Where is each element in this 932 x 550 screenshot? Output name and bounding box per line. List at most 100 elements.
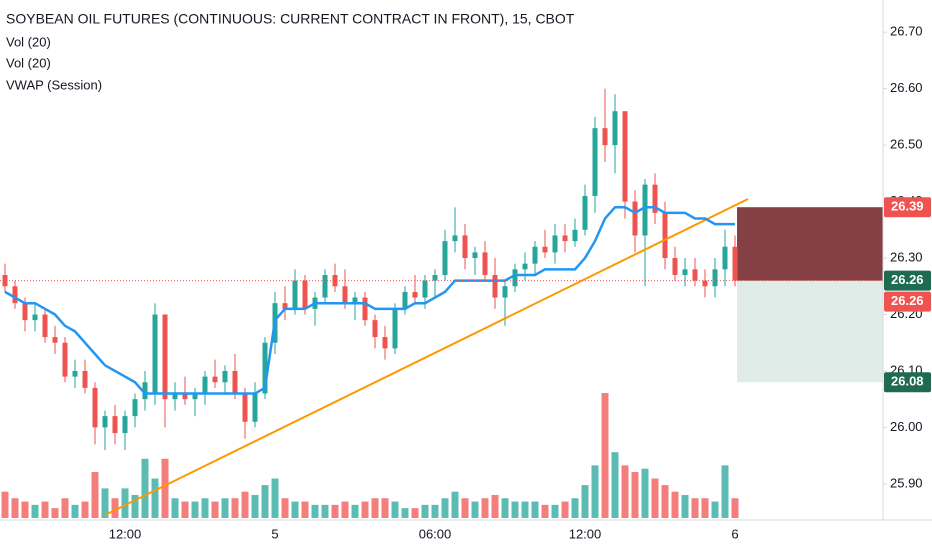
candle-body: [712, 269, 718, 287]
candle-body: [702, 280, 708, 287]
volume-bar: [531, 501, 539, 518]
candle-body: [282, 303, 288, 309]
volume-bar: [561, 501, 569, 518]
volume-bar: [661, 485, 669, 518]
volume-bar: [611, 452, 619, 518]
candle-body: [32, 314, 38, 321]
vwap-line: [4, 205, 735, 395]
price-label-bg: [884, 372, 931, 393]
volume-bar: [21, 501, 29, 518]
stop-zone: [737, 207, 883, 281]
volume: [1, 393, 739, 518]
candle-body: [722, 246, 728, 270]
legend-item: Vol (20): [6, 34, 51, 49]
candle-body: [222, 370, 228, 383]
candle-body: [22, 303, 28, 321]
volume-bar: [501, 498, 509, 518]
candle-body: [112, 416, 118, 434]
volume-bar: [721, 465, 729, 518]
volume-bar: [301, 501, 309, 518]
volume-bar: [511, 501, 519, 518]
x-tick-label: 06:00: [419, 526, 452, 541]
candle-body: [152, 314, 158, 394]
volume-bar: [211, 501, 219, 518]
candle-body: [572, 229, 578, 242]
candle-body: [122, 416, 128, 434]
y-tick-label: 26.60: [890, 80, 923, 95]
candle-body: [542, 246, 548, 253]
legend-item: Vol (20): [6, 55, 51, 70]
volume-bar: [281, 498, 289, 518]
volume-bar: [81, 501, 89, 518]
y-tick-label: 26.30: [890, 249, 923, 264]
volume-bar: [151, 478, 159, 518]
volume-bar: [571, 498, 579, 518]
candle-body: [582, 195, 588, 230]
volume-bar: [731, 498, 739, 518]
candle-body: [662, 212, 668, 259]
x-tick-label: 12:00: [109, 526, 142, 541]
legend-item: VWAP (Session): [6, 77, 102, 92]
volume-bar: [701, 498, 709, 518]
volume-bar: [581, 485, 589, 518]
volume-bar: [191, 501, 199, 518]
volume-bar: [161, 458, 169, 518]
volume-bar: [481, 498, 489, 518]
volume-bar: [71, 504, 79, 518]
candle-body: [422, 280, 428, 298]
candle-body: [642, 184, 648, 236]
volume-bar: [321, 504, 329, 518]
x-tick-label: 12:00: [569, 526, 602, 541]
candle-body: [682, 269, 688, 275]
candle-body: [452, 235, 458, 242]
candle-body: [672, 258, 678, 275]
volume-bar: [401, 508, 409, 518]
candle-body: [342, 286, 348, 304]
price-label: 26.39: [891, 199, 924, 214]
candle-body: [322, 274, 328, 298]
candle-body: [492, 274, 498, 298]
volume-bar: [111, 498, 119, 518]
candle-body: [382, 337, 388, 349]
price-label: 26.26: [891, 272, 924, 287]
volume-bar: [541, 504, 549, 518]
volume-bar: [341, 501, 349, 518]
volume-bar: [681, 494, 689, 518]
volume-bar: [91, 471, 99, 518]
candle-body: [612, 111, 618, 146]
price-label-bg: [884, 197, 931, 218]
price-label-bg: [884, 291, 931, 312]
price-label: 26.08: [891, 374, 924, 389]
candle-body: [512, 269, 518, 287]
candle-body: [202, 376, 208, 394]
volume-bar: [391, 501, 399, 518]
candle-body: [62, 342, 68, 377]
candle-body: [472, 252, 478, 259]
volume-bar: [371, 498, 379, 518]
candle-body: [162, 314, 168, 400]
volume-bar: [201, 498, 209, 518]
volume-bar: [691, 498, 699, 518]
volume-bar: [431, 504, 439, 518]
candle-body: [732, 246, 738, 281]
candle-body: [242, 393, 248, 422]
volume-bar: [451, 491, 459, 518]
price-label: 26.26: [891, 293, 924, 308]
candle-body: [182, 393, 188, 400]
volume-bar: [521, 501, 529, 518]
volume-bar: [671, 491, 679, 518]
volume-bar: [441, 498, 449, 518]
candle-body: [352, 297, 358, 304]
candle-body: [392, 308, 398, 349]
target-zone: [737, 280, 883, 383]
candle-body: [482, 252, 488, 275]
volume-bar: [1, 491, 9, 518]
volume-bar: [491, 494, 499, 518]
volume-bar: [61, 498, 69, 518]
volume-bar: [631, 471, 639, 518]
volume-bar: [241, 491, 249, 518]
candle-body: [502, 286, 508, 298]
volume-bar: [551, 504, 559, 518]
candles: [2, 88, 738, 450]
x-tick-label: 6: [731, 526, 738, 541]
